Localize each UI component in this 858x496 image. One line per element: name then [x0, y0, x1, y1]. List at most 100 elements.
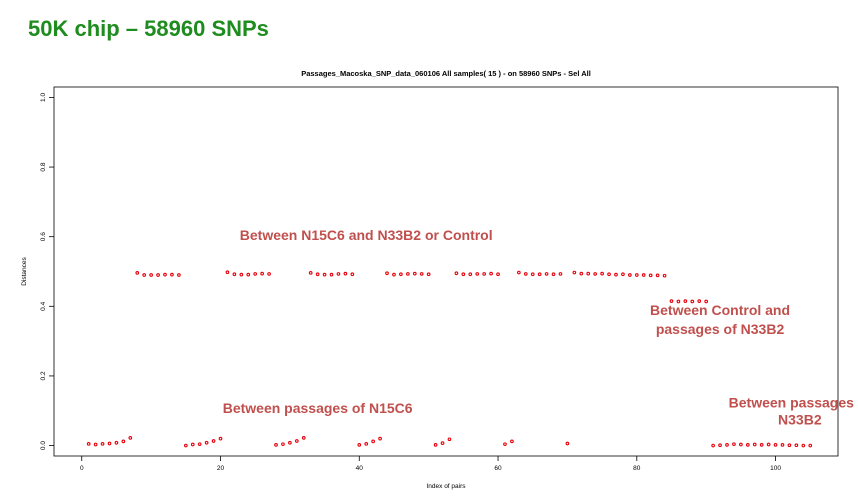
data-point — [121, 439, 126, 444]
data-point — [621, 272, 625, 277]
data-point — [447, 437, 452, 442]
data-point — [669, 299, 674, 303]
data-point — [163, 272, 167, 277]
annotation-label: passages of N33B2 — [656, 321, 785, 337]
data-point — [128, 436, 133, 440]
data-point — [683, 299, 688, 303]
data-point — [329, 272, 334, 277]
data-point — [260, 271, 264, 276]
data-point — [135, 271, 140, 275]
data-point — [461, 272, 466, 277]
data-point — [482, 272, 487, 276]
data-point — [628, 273, 632, 277]
x-axis-label: Index of pairs — [426, 483, 466, 490]
y-tick-label: 0.8 — [40, 162, 47, 171]
data-point — [225, 270, 230, 275]
data-point — [267, 272, 271, 276]
data-point — [322, 272, 327, 277]
data-point — [808, 443, 813, 448]
data-point — [294, 439, 299, 443]
data-point — [711, 443, 715, 448]
data-point — [426, 272, 431, 277]
data-point — [523, 272, 528, 276]
data-point — [732, 442, 736, 447]
data-point — [204, 440, 209, 445]
data-point — [100, 441, 105, 446]
data-point — [288, 440, 292, 445]
annotation-label: Between passages of — [729, 394, 858, 410]
plot-frame — [53, 86, 839, 457]
y-tick-label: 0.4 — [40, 301, 47, 310]
data-point — [253, 272, 258, 276]
data-point — [218, 436, 223, 441]
data-point — [662, 273, 667, 278]
data-point — [239, 272, 244, 277]
data-point — [350, 272, 355, 277]
data-point — [544, 272, 549, 276]
data-point — [676, 299, 681, 304]
data-point — [551, 272, 556, 277]
data-point — [537, 272, 542, 277]
data-point — [315, 272, 320, 277]
data-point — [364, 441, 369, 446]
x-tick-label: 40 — [356, 465, 364, 472]
y-tick-label: 0.6 — [40, 232, 47, 241]
data-point — [780, 443, 785, 447]
data-point — [634, 273, 639, 277]
data-point — [468, 272, 473, 277]
data-point — [607, 272, 611, 277]
data-point — [107, 441, 112, 446]
data-point — [183, 443, 188, 448]
annotation-label: Between N15C6 and N33B2 or Control — [240, 227, 493, 243]
data-point — [170, 272, 174, 277]
data-point — [516, 270, 521, 275]
data-point — [433, 443, 438, 447]
data-point — [586, 271, 591, 276]
data-point — [475, 272, 480, 276]
data-point — [197, 442, 202, 447]
data-point — [156, 273, 160, 277]
x-tick-label: 0 — [80, 465, 84, 472]
y-tick-label: 1.0 — [40, 93, 47, 102]
data-point — [86, 441, 91, 446]
data-point — [565, 441, 570, 446]
data-point — [301, 436, 306, 440]
x-tick-label: 80 — [633, 465, 641, 472]
data-point — [246, 272, 251, 277]
data-point — [600, 271, 604, 276]
data-point — [697, 299, 702, 303]
data-point — [759, 443, 764, 447]
data-point — [593, 272, 598, 276]
data-point — [718, 443, 722, 448]
data-point — [641, 273, 646, 277]
data-point — [725, 443, 729, 447]
data-point — [274, 443, 278, 447]
data-point — [752, 442, 757, 447]
data-point — [794, 443, 799, 448]
data-point — [739, 442, 743, 447]
data-point — [142, 273, 147, 277]
data-point — [392, 272, 396, 277]
data-point — [614, 272, 618, 277]
data-point — [454, 271, 459, 276]
data-point — [440, 441, 445, 445]
data-point — [211, 439, 216, 443]
data-point — [336, 272, 341, 276]
y-tick-label: 0.0 — [40, 441, 47, 450]
data-point — [378, 436, 382, 441]
data-point — [530, 272, 535, 277]
annotation-label: Between Control and — [650, 302, 790, 318]
data-point — [357, 443, 362, 447]
y-axis: 0.0 0.2 0.4 0.6 0.8 1.0 — [40, 93, 54, 450]
data-point — [704, 299, 709, 304]
data-point — [489, 271, 493, 276]
y-tick-label: 0.2 — [40, 371, 47, 380]
data-point — [385, 271, 389, 276]
x-tick-label: 100 — [770, 465, 781, 472]
data-point — [496, 272, 500, 277]
data-point — [655, 273, 660, 278]
data-point — [190, 442, 195, 447]
data-point — [419, 272, 424, 276]
data-point — [93, 442, 98, 447]
